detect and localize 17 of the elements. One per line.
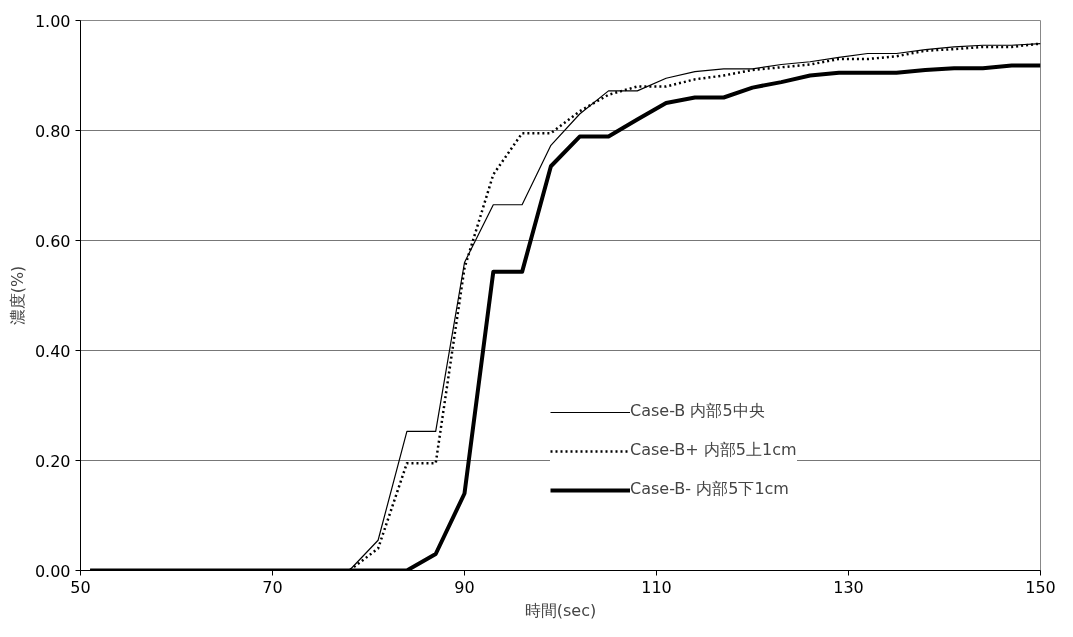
y-tick-label: 0.80	[34, 121, 71, 141]
x-tick-label: 110	[641, 577, 672, 597]
y-tick-label: 0.20	[34, 451, 71, 471]
y-axis-title: 濃度(%)	[7, 265, 27, 326]
x-tick-label: 150	[1025, 577, 1056, 597]
y-tick-label: 1.00	[34, 11, 71, 31]
x-tick-label: 50	[70, 577, 91, 597]
y-tick-label: 0.00	[34, 561, 71, 581]
y-tick-label: 0.40	[34, 341, 71, 361]
legend-label: Case-B 内部5中央	[630, 401, 765, 422]
x-tick-label: 70	[262, 577, 283, 597]
y-tick-label: 0.60	[34, 231, 71, 251]
legend-label: Case-B+ 内部5上1cm	[630, 440, 797, 461]
x-axis-title: 時間(sec)	[524, 600, 597, 620]
legend-label: Case-B- 内部5下1cm	[630, 479, 789, 500]
x-tick-label: 130	[833, 577, 864, 597]
x-tick-label: 90	[454, 577, 475, 597]
